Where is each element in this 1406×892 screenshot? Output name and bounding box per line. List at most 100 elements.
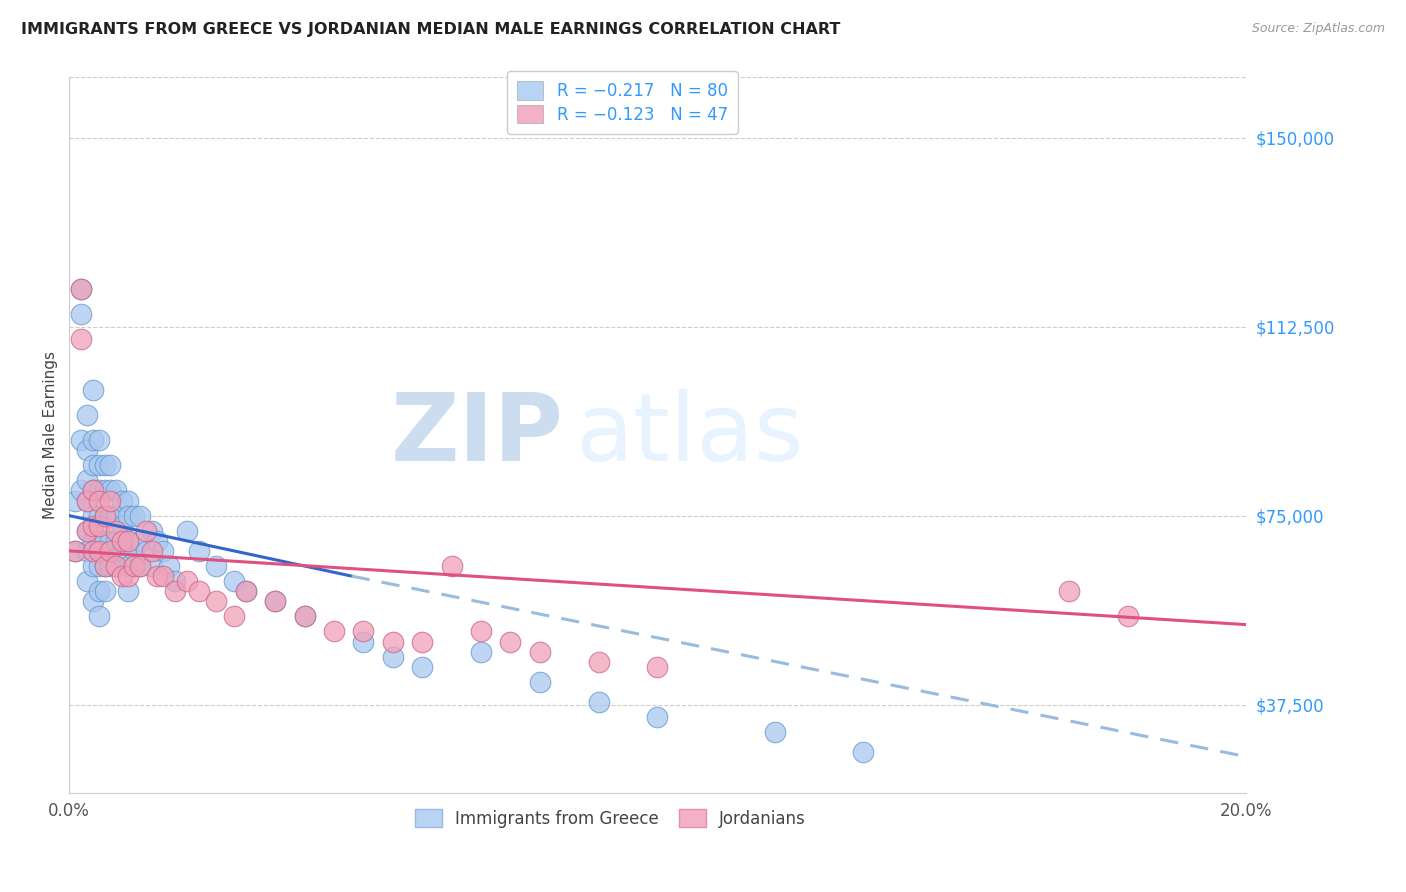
Point: [105, 508, 128, 523]
Point: [63, 544, 86, 558]
Point: [87, 483, 110, 498]
Point: [105, 559, 128, 574]
Point: [93, 533, 115, 548]
Point: [76, 524, 98, 538]
Point: [122, 559, 145, 574]
Point: [111, 533, 134, 548]
Point: [499, 634, 522, 648]
Point: [111, 493, 134, 508]
Point: [105, 524, 128, 538]
Point: [763, 725, 786, 739]
Point: [411, 659, 433, 673]
Point: [176, 574, 198, 588]
Point: [105, 533, 128, 548]
Point: [82, 383, 104, 397]
Point: [529, 674, 551, 689]
Point: [70, 282, 93, 296]
Point: [165, 584, 187, 599]
Point: [100, 458, 122, 473]
Point: [93, 458, 115, 473]
Point: [93, 483, 115, 498]
Point: [117, 533, 139, 548]
Point: [76, 443, 98, 458]
Y-axis label: Median Male Earnings: Median Male Earnings: [44, 351, 58, 519]
Point: [76, 493, 98, 508]
Point: [117, 508, 139, 523]
Point: [647, 710, 669, 724]
Point: [440, 559, 463, 574]
Point: [70, 307, 93, 321]
Point: [135, 544, 157, 558]
Point: [222, 609, 245, 624]
Point: [93, 508, 115, 523]
Point: [82, 433, 104, 447]
Point: [294, 609, 316, 624]
Point: [146, 569, 169, 583]
Point: [411, 634, 433, 648]
Point: [205, 559, 228, 574]
Point: [100, 559, 122, 574]
Point: [82, 594, 104, 608]
Point: [135, 524, 157, 538]
Point: [70, 282, 93, 296]
Point: [470, 645, 492, 659]
Point: [100, 493, 122, 508]
Point: [76, 574, 98, 588]
Point: [205, 594, 228, 608]
Point: [117, 493, 139, 508]
Point: [87, 458, 110, 473]
Point: [264, 594, 287, 608]
Point: [141, 544, 163, 558]
Point: [87, 508, 110, 523]
Point: [82, 518, 104, 533]
Point: [82, 559, 104, 574]
Point: [128, 559, 150, 574]
Point: [141, 559, 163, 574]
Point: [647, 659, 669, 673]
Point: [128, 559, 150, 574]
Text: ZIP: ZIP: [391, 389, 564, 481]
Point: [152, 569, 174, 583]
Point: [111, 569, 134, 583]
Point: [128, 533, 150, 548]
Text: IMMIGRANTS FROM GREECE VS JORDANIAN MEDIAN MALE EARNINGS CORRELATION CHART: IMMIGRANTS FROM GREECE VS JORDANIAN MEDI…: [21, 22, 841, 37]
Point: [100, 508, 122, 523]
Point: [165, 574, 187, 588]
Point: [82, 533, 104, 548]
Point: [222, 574, 245, 588]
Point: [82, 458, 104, 473]
Point: [93, 559, 115, 574]
Point: [235, 584, 257, 599]
Point: [76, 544, 98, 558]
Point: [105, 559, 128, 574]
Point: [122, 544, 145, 558]
Point: [146, 533, 169, 548]
Point: [588, 695, 610, 709]
Point: [70, 433, 93, 447]
Point: [122, 508, 145, 523]
Point: [157, 559, 180, 574]
Point: [352, 634, 374, 648]
Point: [381, 634, 404, 648]
Point: [105, 483, 128, 498]
Point: [470, 624, 492, 639]
Point: [529, 645, 551, 659]
Point: [100, 544, 122, 558]
Point: [100, 533, 122, 548]
Point: [70, 483, 93, 498]
Legend: Immigrants from Greece, Jordanians: Immigrants from Greece, Jordanians: [409, 803, 813, 834]
Point: [87, 609, 110, 624]
Point: [117, 584, 139, 599]
Point: [1057, 584, 1080, 599]
Point: [82, 508, 104, 523]
Point: [1116, 609, 1139, 624]
Point: [111, 544, 134, 558]
Point: [76, 408, 98, 422]
Point: [588, 655, 610, 669]
Point: [235, 584, 257, 599]
Point: [117, 533, 139, 548]
Point: [82, 483, 104, 498]
Point: [87, 433, 110, 447]
Point: [93, 584, 115, 599]
Point: [128, 508, 150, 523]
